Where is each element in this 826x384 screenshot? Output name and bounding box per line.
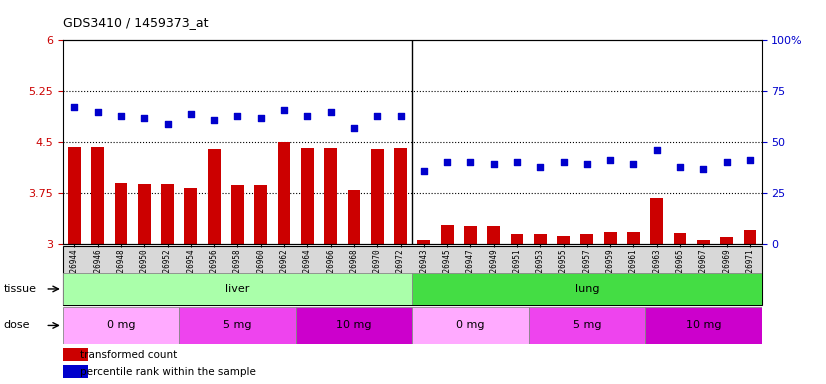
Bar bbox=[138, 184, 150, 244]
Text: percentile rank within the sample: percentile rank within the sample bbox=[80, 367, 256, 377]
Bar bbox=[231, 185, 244, 244]
Point bbox=[68, 104, 81, 111]
Bar bbox=[63, 307, 179, 344]
Text: 5 mg: 5 mg bbox=[572, 320, 601, 331]
Bar bbox=[558, 236, 570, 244]
Point bbox=[231, 113, 244, 119]
Point bbox=[91, 108, 104, 114]
Bar bbox=[394, 147, 407, 244]
Point bbox=[207, 117, 221, 123]
Text: GDS3410 / 1459373_at: GDS3410 / 1459373_at bbox=[63, 16, 208, 29]
Bar bbox=[92, 147, 104, 244]
Bar bbox=[581, 233, 593, 244]
Point bbox=[627, 161, 640, 167]
Text: 0 mg: 0 mg bbox=[107, 320, 135, 331]
Point bbox=[278, 106, 291, 113]
Bar bbox=[412, 273, 762, 305]
Text: 10 mg: 10 mg bbox=[686, 320, 721, 331]
Point bbox=[464, 159, 477, 166]
Point bbox=[348, 125, 361, 131]
Point bbox=[301, 113, 314, 119]
Bar bbox=[487, 225, 500, 244]
Text: 5 mg: 5 mg bbox=[223, 320, 252, 331]
Point bbox=[324, 108, 337, 114]
Point bbox=[604, 157, 617, 164]
Point bbox=[510, 159, 524, 166]
Bar bbox=[348, 190, 360, 244]
Point bbox=[114, 113, 128, 119]
Text: 0 mg: 0 mg bbox=[456, 320, 485, 331]
Point bbox=[697, 166, 710, 172]
Point bbox=[673, 164, 686, 170]
Bar bbox=[63, 348, 88, 361]
Point bbox=[184, 111, 197, 117]
Bar bbox=[645, 307, 762, 344]
Bar bbox=[68, 147, 81, 244]
Bar bbox=[184, 188, 197, 244]
Bar bbox=[674, 233, 686, 244]
Bar bbox=[529, 307, 645, 344]
Bar bbox=[650, 198, 663, 244]
Point bbox=[720, 159, 733, 166]
Text: lung: lung bbox=[575, 284, 599, 294]
Text: dose: dose bbox=[3, 320, 30, 331]
Bar bbox=[417, 240, 430, 244]
Text: liver: liver bbox=[225, 284, 249, 294]
Bar bbox=[441, 225, 453, 244]
Bar bbox=[534, 233, 547, 244]
Point bbox=[581, 161, 594, 167]
Point bbox=[254, 114, 268, 121]
Bar bbox=[604, 232, 616, 244]
Point bbox=[417, 167, 430, 174]
Point bbox=[394, 113, 407, 119]
Bar bbox=[296, 307, 412, 344]
Bar bbox=[161, 184, 174, 244]
Bar bbox=[697, 240, 710, 244]
Bar bbox=[464, 225, 477, 244]
Text: tissue: tissue bbox=[3, 284, 36, 294]
Point bbox=[371, 113, 384, 119]
Bar bbox=[412, 307, 529, 344]
Text: transformed count: transformed count bbox=[80, 349, 178, 359]
Bar bbox=[63, 365, 88, 379]
Bar bbox=[720, 237, 733, 244]
Point bbox=[534, 164, 547, 170]
Bar bbox=[115, 183, 127, 244]
Bar bbox=[208, 149, 221, 244]
Point bbox=[138, 114, 151, 121]
Bar bbox=[627, 232, 640, 244]
Bar bbox=[510, 233, 524, 244]
Point bbox=[650, 147, 663, 153]
Bar bbox=[179, 307, 296, 344]
Text: 10 mg: 10 mg bbox=[336, 320, 372, 331]
Bar bbox=[278, 142, 291, 244]
Bar bbox=[301, 147, 314, 244]
Bar bbox=[743, 230, 757, 244]
Bar bbox=[254, 185, 267, 244]
Bar bbox=[325, 148, 337, 244]
Point bbox=[557, 159, 570, 166]
Point bbox=[161, 121, 174, 127]
Point bbox=[743, 157, 757, 164]
Bar bbox=[63, 273, 412, 305]
Point bbox=[487, 161, 501, 167]
Point bbox=[440, 159, 453, 166]
Bar bbox=[371, 149, 383, 244]
